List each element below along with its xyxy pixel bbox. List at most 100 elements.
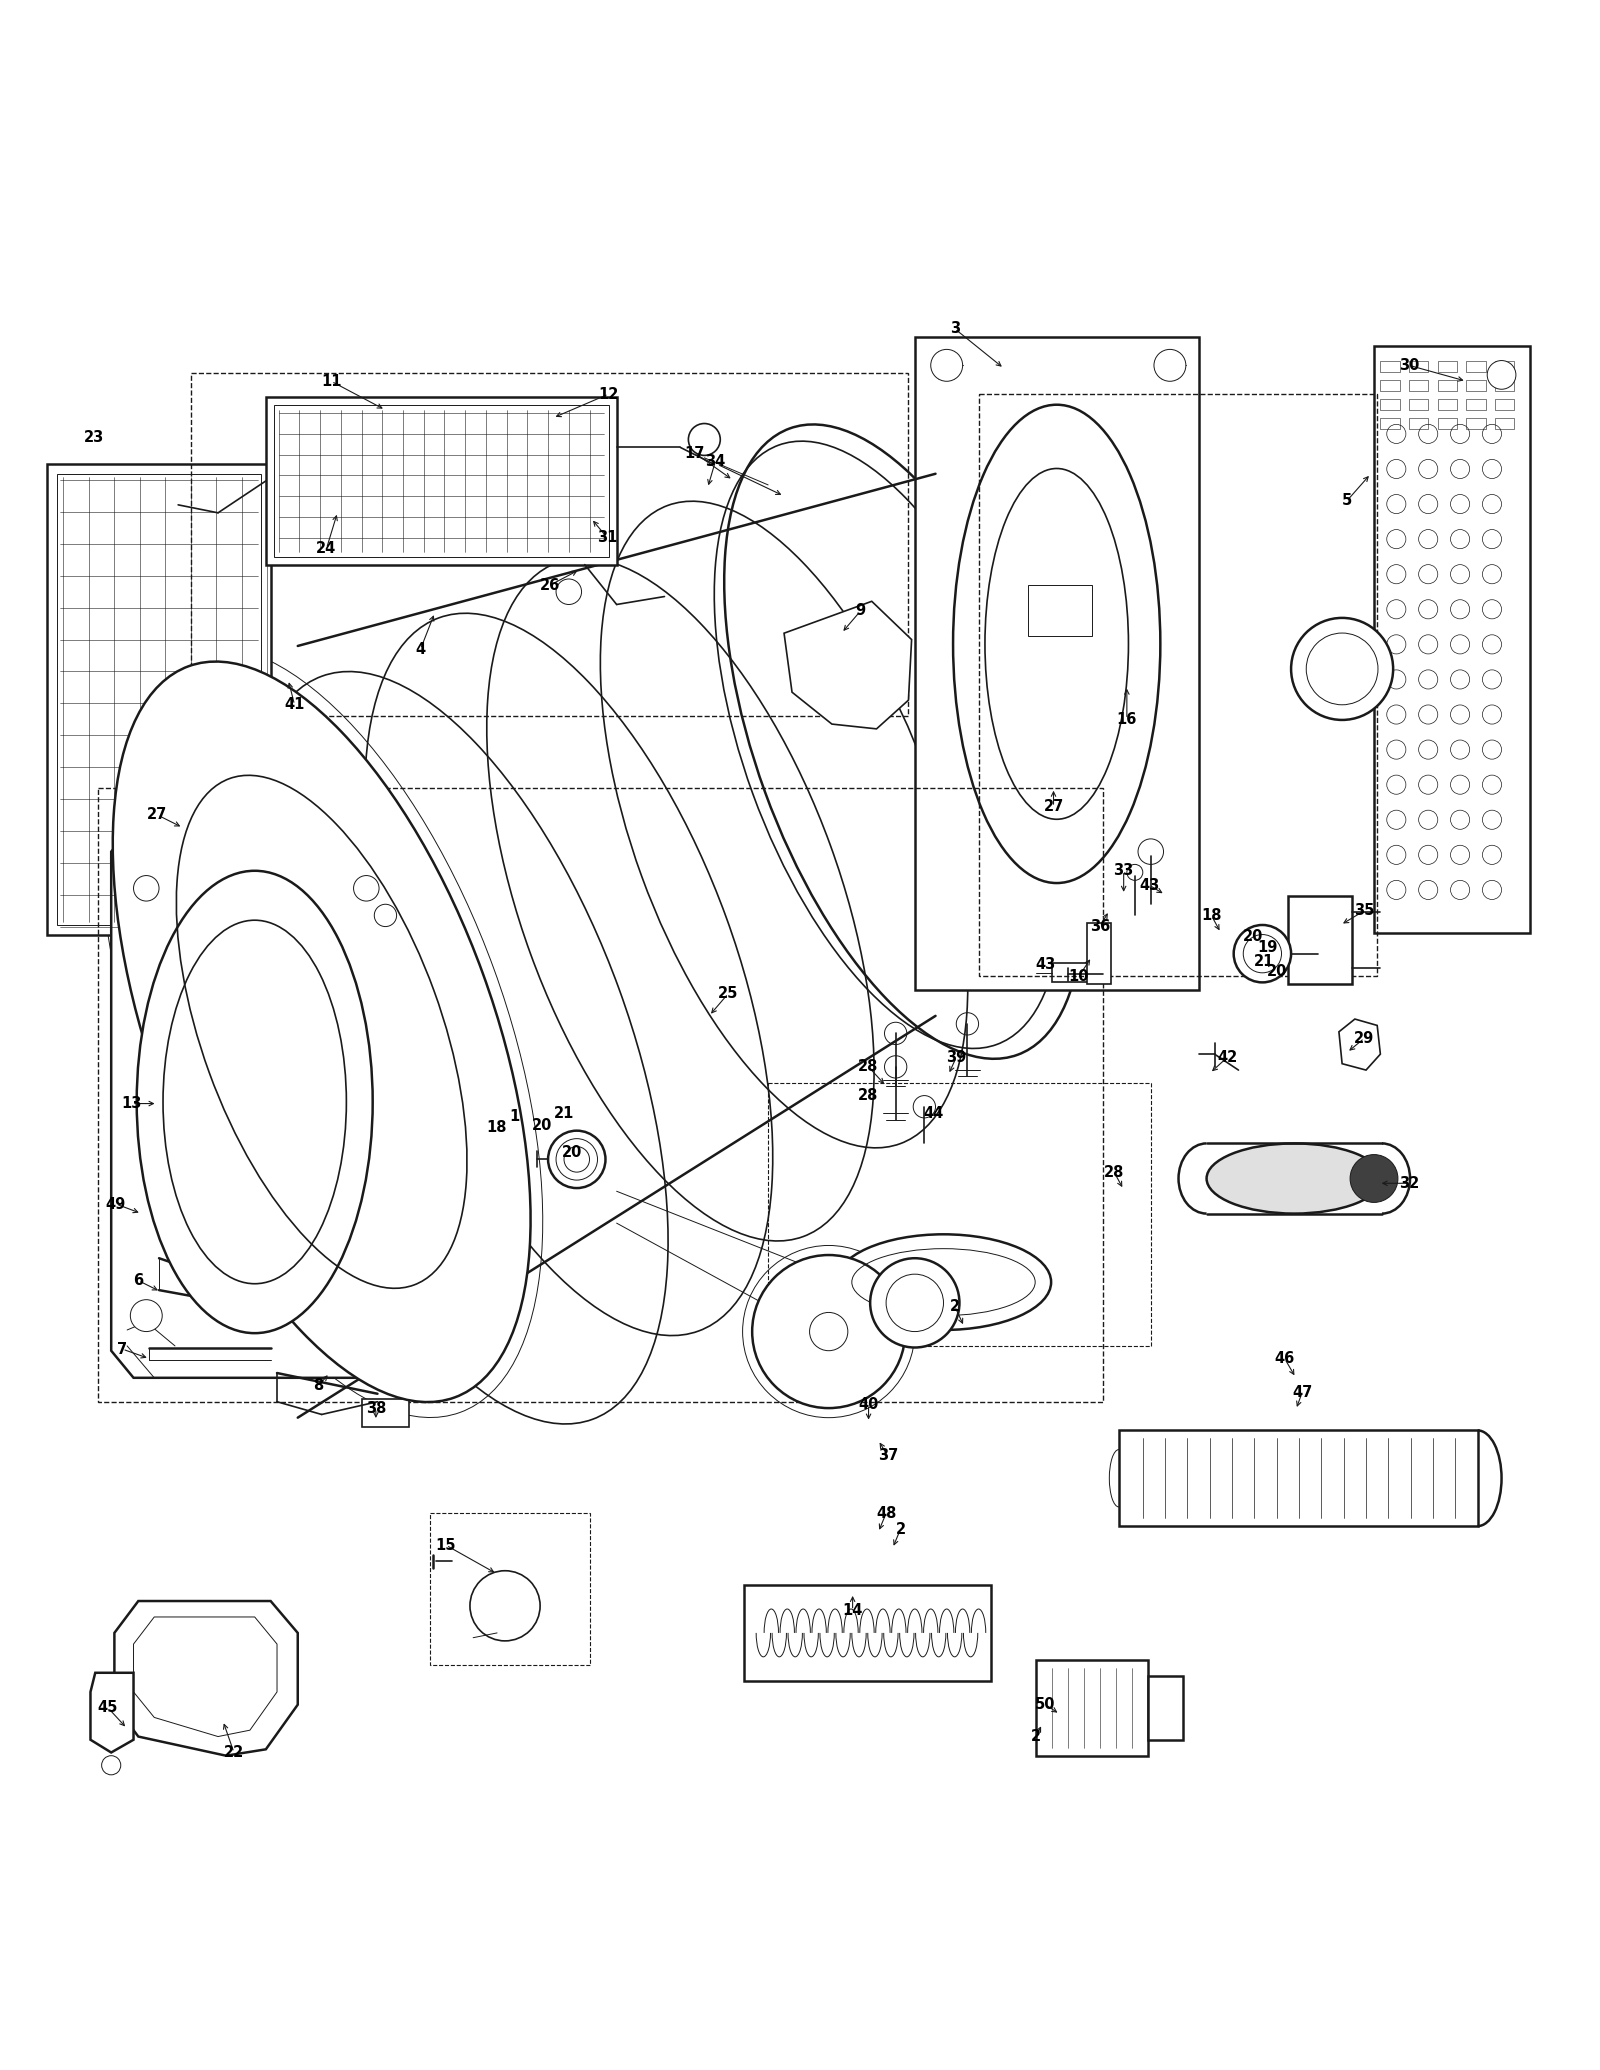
Text: 4: 4 xyxy=(416,642,426,656)
Text: 5: 5 xyxy=(1342,493,1352,509)
Text: 28: 28 xyxy=(1104,1165,1125,1180)
Bar xyxy=(1494,400,1514,410)
Circle shape xyxy=(931,350,963,381)
Bar xyxy=(744,1586,992,1681)
Text: 32: 32 xyxy=(1398,1176,1419,1190)
Text: 20: 20 xyxy=(1267,965,1286,979)
Text: 18: 18 xyxy=(486,1120,507,1134)
Bar xyxy=(915,337,1198,989)
Ellipse shape xyxy=(954,406,1160,884)
Text: 12: 12 xyxy=(598,387,619,402)
Bar xyxy=(99,789,1102,1401)
Text: 40: 40 xyxy=(858,1397,878,1412)
Circle shape xyxy=(1234,925,1291,983)
Text: 25: 25 xyxy=(718,985,739,1002)
Text: 50: 50 xyxy=(1035,1697,1056,1712)
Bar xyxy=(1438,379,1458,391)
Text: 42: 42 xyxy=(1218,1049,1237,1064)
Bar xyxy=(1118,1430,1478,1526)
Text: 33: 33 xyxy=(1114,863,1134,878)
Circle shape xyxy=(752,1254,906,1408)
Ellipse shape xyxy=(112,662,531,1401)
Polygon shape xyxy=(110,824,394,1379)
Text: 30: 30 xyxy=(1398,358,1419,373)
Text: 24: 24 xyxy=(317,540,336,557)
Bar xyxy=(1494,360,1514,373)
Text: 11: 11 xyxy=(322,375,341,389)
Bar xyxy=(1467,418,1486,428)
Text: 10: 10 xyxy=(1069,969,1090,983)
Bar xyxy=(1494,418,1514,428)
Circle shape xyxy=(354,876,379,900)
Text: 8: 8 xyxy=(314,1379,323,1393)
Bar xyxy=(1147,1677,1182,1739)
Text: 45: 45 xyxy=(98,1699,118,1716)
Bar xyxy=(1381,418,1400,428)
Text: 39: 39 xyxy=(946,1049,966,1064)
Bar xyxy=(1410,379,1429,391)
Bar xyxy=(1086,923,1110,983)
Bar xyxy=(1381,400,1400,410)
Circle shape xyxy=(133,876,158,900)
Bar xyxy=(1035,1660,1147,1755)
Text: 2: 2 xyxy=(949,1298,960,1314)
Bar xyxy=(1438,400,1458,410)
Text: 31: 31 xyxy=(597,530,618,544)
Text: 27: 27 xyxy=(147,807,168,822)
Polygon shape xyxy=(1339,1018,1381,1070)
Text: 20: 20 xyxy=(1243,929,1262,944)
Bar xyxy=(266,397,616,565)
Text: 48: 48 xyxy=(875,1505,896,1521)
Text: 20: 20 xyxy=(531,1118,552,1134)
Bar xyxy=(768,1083,1150,1346)
Bar xyxy=(1438,360,1458,373)
Polygon shape xyxy=(114,1600,298,1755)
Text: 7: 7 xyxy=(117,1341,128,1356)
Bar xyxy=(1410,418,1429,428)
Text: 41: 41 xyxy=(285,698,304,712)
Text: 28: 28 xyxy=(858,1060,878,1074)
Circle shape xyxy=(549,1130,605,1188)
Ellipse shape xyxy=(136,871,373,1333)
Text: 43: 43 xyxy=(1035,956,1056,973)
Text: 46: 46 xyxy=(1275,1352,1294,1366)
Text: 2: 2 xyxy=(1030,1728,1042,1745)
Polygon shape xyxy=(91,1673,133,1753)
Bar xyxy=(1494,379,1514,391)
Ellipse shape xyxy=(835,1234,1051,1329)
Text: 49: 49 xyxy=(106,1196,126,1211)
Bar xyxy=(190,373,909,716)
Bar xyxy=(1467,360,1486,373)
Bar xyxy=(1051,963,1096,983)
Text: 17: 17 xyxy=(685,445,706,460)
Text: 6: 6 xyxy=(133,1273,144,1288)
Circle shape xyxy=(1291,617,1394,720)
Bar xyxy=(1467,400,1486,410)
Bar xyxy=(1410,360,1429,373)
Bar xyxy=(1381,379,1400,391)
Text: 20: 20 xyxy=(562,1145,582,1161)
Text: 9: 9 xyxy=(856,602,866,619)
Bar xyxy=(1374,346,1530,934)
Circle shape xyxy=(870,1259,960,1348)
Bar xyxy=(1438,418,1458,428)
Ellipse shape xyxy=(1206,1143,1382,1213)
Text: 18: 18 xyxy=(1202,909,1222,923)
Bar xyxy=(48,464,270,934)
Text: 2: 2 xyxy=(896,1521,906,1536)
Text: 37: 37 xyxy=(877,1449,898,1463)
Bar xyxy=(362,1399,410,1426)
Text: 34: 34 xyxy=(706,453,726,468)
Text: 28: 28 xyxy=(858,1089,878,1103)
Text: 22: 22 xyxy=(224,1745,245,1760)
Bar xyxy=(1467,379,1486,391)
Bar xyxy=(58,474,261,925)
Text: 27: 27 xyxy=(1043,799,1064,814)
Bar xyxy=(430,1513,589,1664)
Text: 1: 1 xyxy=(509,1110,520,1124)
Text: 43: 43 xyxy=(1139,878,1160,892)
Text: 21: 21 xyxy=(554,1105,574,1120)
Bar xyxy=(1029,586,1093,635)
Text: 26: 26 xyxy=(539,578,560,592)
Text: 16: 16 xyxy=(1117,712,1138,727)
